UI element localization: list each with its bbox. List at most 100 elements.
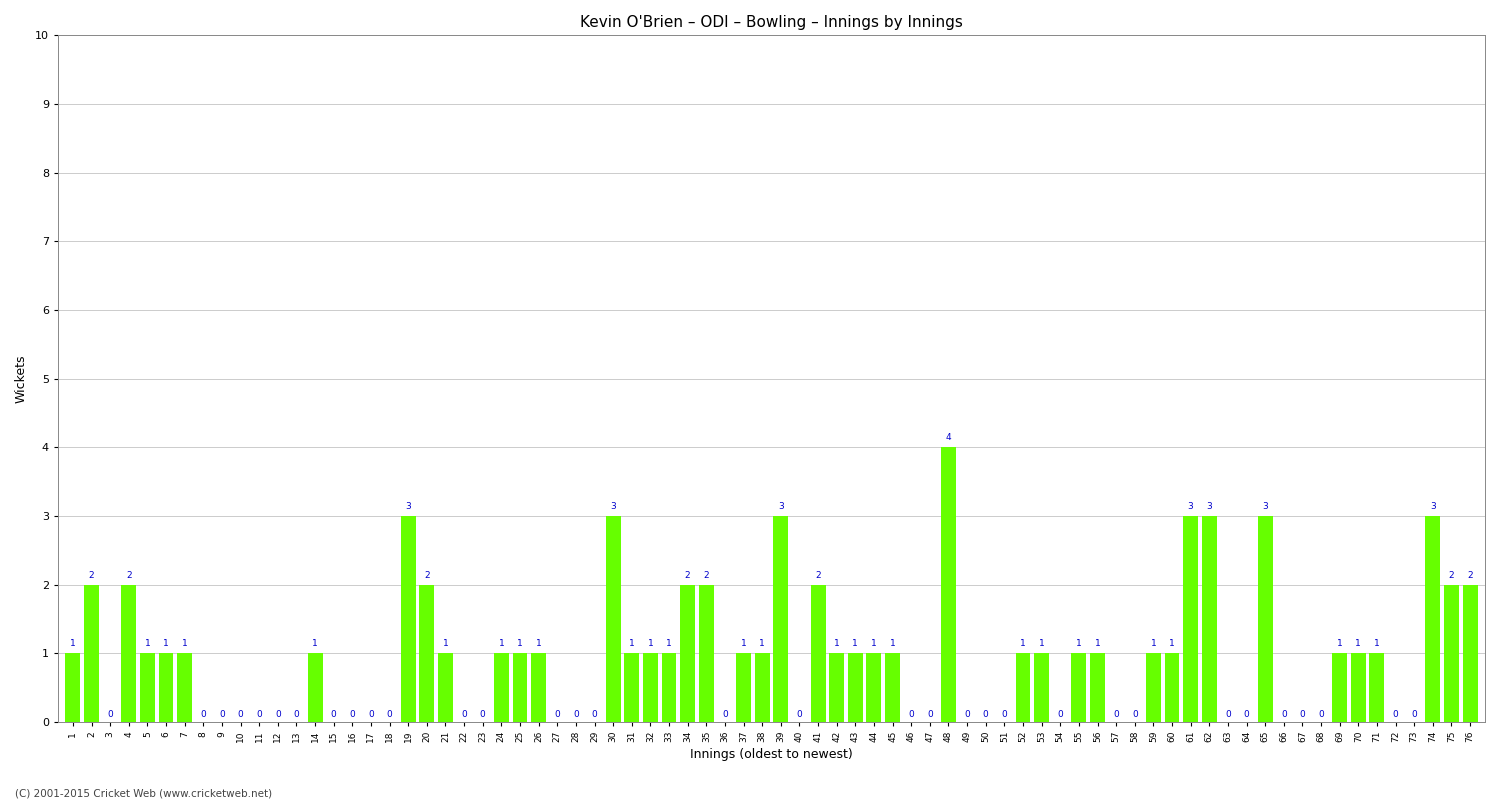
Text: 0: 0 xyxy=(368,710,374,719)
Bar xyxy=(940,447,956,722)
Bar xyxy=(177,654,192,722)
Y-axis label: Wickets: Wickets xyxy=(15,354,28,403)
Text: 2: 2 xyxy=(1449,570,1455,580)
Text: 1: 1 xyxy=(1374,639,1380,649)
Text: 1: 1 xyxy=(1020,639,1026,649)
Text: 2: 2 xyxy=(815,570,821,580)
Text: 3: 3 xyxy=(1430,502,1436,511)
Bar xyxy=(867,654,882,722)
Bar xyxy=(1146,654,1161,722)
Text: 0: 0 xyxy=(1392,710,1398,719)
Bar xyxy=(513,654,528,722)
Bar xyxy=(1184,516,1198,722)
Text: 0: 0 xyxy=(1226,710,1232,719)
Bar xyxy=(736,654,752,722)
Text: 1: 1 xyxy=(1038,639,1044,649)
Text: 1: 1 xyxy=(628,639,634,649)
Bar xyxy=(1352,654,1366,722)
Text: 0: 0 xyxy=(591,710,597,719)
Text: 1: 1 xyxy=(182,639,188,649)
Bar xyxy=(662,654,676,722)
Text: 2: 2 xyxy=(704,570,710,580)
Text: 0: 0 xyxy=(573,710,579,719)
Text: 2: 2 xyxy=(1467,570,1473,580)
Text: 1: 1 xyxy=(536,639,542,649)
Text: 1: 1 xyxy=(1336,639,1342,649)
Text: 0: 0 xyxy=(350,710,355,719)
Text: 2: 2 xyxy=(424,570,429,580)
Title: Kevin O'Brien – ODI – Bowling – Innings by Innings: Kevin O'Brien – ODI – Bowling – Innings … xyxy=(580,15,963,30)
Bar xyxy=(624,654,639,722)
Text: 1: 1 xyxy=(741,639,747,649)
Bar xyxy=(1071,654,1086,722)
Text: 1: 1 xyxy=(666,639,672,649)
Text: 1: 1 xyxy=(1168,639,1174,649)
Text: 2: 2 xyxy=(686,570,690,580)
Text: 0: 0 xyxy=(1299,710,1305,719)
Bar xyxy=(140,654,154,722)
Text: 3: 3 xyxy=(1188,502,1194,511)
Text: 0: 0 xyxy=(1058,710,1064,719)
Text: 1: 1 xyxy=(1076,639,1082,649)
Text: 0: 0 xyxy=(201,710,206,719)
Text: 1: 1 xyxy=(648,639,654,649)
Bar xyxy=(680,585,694,722)
Text: 1: 1 xyxy=(164,639,170,649)
Bar xyxy=(308,654,322,722)
Bar xyxy=(1332,654,1347,722)
Bar xyxy=(1257,516,1272,722)
Text: 1: 1 xyxy=(890,639,896,649)
Text: 4: 4 xyxy=(945,434,951,442)
Text: 1: 1 xyxy=(518,639,524,649)
Text: 1: 1 xyxy=(498,639,504,649)
Bar xyxy=(1202,516,1216,722)
Text: 1: 1 xyxy=(834,639,840,649)
Text: 1: 1 xyxy=(70,639,76,649)
Bar xyxy=(774,516,789,722)
Text: 0: 0 xyxy=(1002,710,1007,719)
Text: 0: 0 xyxy=(460,710,466,719)
Text: 0: 0 xyxy=(1132,710,1137,719)
Bar xyxy=(644,654,658,722)
Text: 0: 0 xyxy=(256,710,262,719)
Text: 3: 3 xyxy=(610,502,616,511)
Text: 0: 0 xyxy=(480,710,486,719)
Bar xyxy=(66,654,81,722)
Text: 1: 1 xyxy=(312,639,318,649)
Text: 0: 0 xyxy=(722,710,728,719)
Bar xyxy=(847,654,862,722)
Text: 1: 1 xyxy=(759,639,765,649)
Text: 3: 3 xyxy=(778,502,783,511)
Text: 1: 1 xyxy=(871,639,877,649)
Bar xyxy=(1090,654,1106,722)
Text: 1: 1 xyxy=(442,639,448,649)
Text: 1: 1 xyxy=(144,639,150,649)
Text: 0: 0 xyxy=(1318,710,1324,719)
Text: 3: 3 xyxy=(1206,502,1212,511)
Text: 0: 0 xyxy=(796,710,802,719)
Text: 0: 0 xyxy=(1113,710,1119,719)
Bar xyxy=(84,585,99,722)
Text: 1: 1 xyxy=(1150,639,1156,649)
Text: 1: 1 xyxy=(852,639,858,649)
Bar xyxy=(1444,585,1460,722)
Text: 0: 0 xyxy=(982,710,988,719)
Text: 0: 0 xyxy=(219,710,225,719)
Text: 2: 2 xyxy=(126,570,132,580)
Bar xyxy=(400,516,416,722)
Text: 0: 0 xyxy=(237,710,243,719)
Text: 0: 0 xyxy=(274,710,280,719)
Text: 0: 0 xyxy=(387,710,393,719)
Text: 0: 0 xyxy=(108,710,112,719)
Bar xyxy=(830,654,844,722)
Bar xyxy=(1034,654,1048,722)
Text: 0: 0 xyxy=(332,710,336,719)
Bar xyxy=(1164,654,1179,722)
Text: 3: 3 xyxy=(405,502,411,511)
Bar xyxy=(885,654,900,722)
Text: 2: 2 xyxy=(88,570,94,580)
Bar xyxy=(1425,516,1440,722)
Text: 0: 0 xyxy=(1244,710,1250,719)
Bar xyxy=(699,585,714,722)
Bar xyxy=(494,654,508,722)
